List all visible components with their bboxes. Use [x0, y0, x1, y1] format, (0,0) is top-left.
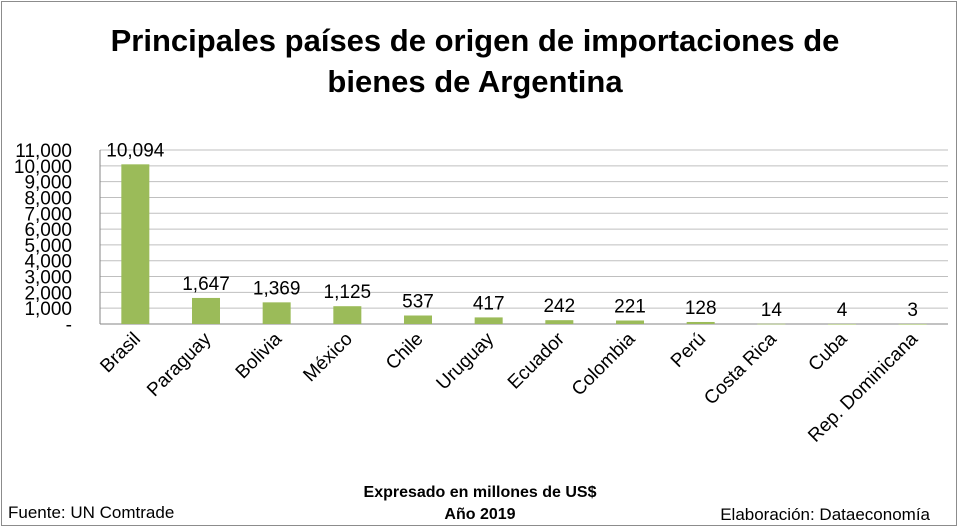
bar: [616, 320, 644, 324]
bar: [828, 323, 856, 325]
y-tick-label: -: [66, 315, 72, 336]
bar: [333, 306, 362, 324]
x-tick-label: Bolivia: [232, 328, 287, 383]
x-tick-label: Paraguay: [143, 328, 216, 401]
x-tick-label: Perú: [667, 329, 710, 372]
units-note-line: Expresado en millones de US$: [363, 484, 597, 501]
x-tick-label: Ecuador: [504, 328, 569, 393]
x-tick-label: Colombia: [568, 328, 640, 400]
year-note: Año 2019: [444, 506, 516, 523]
data-label: 417: [473, 293, 505, 314]
data-label: 1,647: [182, 274, 230, 295]
data-label: 1,125: [324, 282, 372, 303]
x-tick-label: Cuba: [805, 328, 852, 375]
y-tick-label: 7,000: [24, 204, 72, 225]
x-tick-label: Chile: [382, 329, 427, 374]
y-tick-label: 8,000: [24, 188, 72, 209]
bar: [121, 164, 150, 324]
data-label: 4: [837, 300, 848, 321]
data-label: 128: [685, 298, 717, 319]
data-label: 221: [614, 297, 646, 318]
bar-chart: -1,0002,0003,0004,0005,0006,0007,0008,00…: [14, 140, 948, 447]
bar: [192, 297, 220, 324]
bar: [686, 321, 715, 324]
x-tick-label: Costa Rica: [700, 328, 781, 409]
x-tick-label: Uruguay: [433, 328, 499, 394]
y-tick-label: 4,000: [24, 252, 72, 273]
data-label: 1,369: [253, 278, 301, 299]
bar: [474, 317, 503, 324]
bar: [757, 323, 786, 325]
chart-title: Principales países de origen de importac…: [110, 23, 840, 99]
y-tick-label: 3,000: [24, 268, 72, 289]
y-tick-label: 9,000: [24, 173, 72, 194]
y-tick-label: 6,000: [24, 220, 72, 241]
data-label: 3: [907, 300, 918, 321]
data-label: 537: [402, 292, 434, 313]
bar: [545, 320, 574, 324]
bar: [898, 323, 927, 325]
x-tick-label: México: [299, 329, 356, 386]
bar: [404, 315, 432, 324]
data-label: 242: [543, 296, 575, 317]
y-tick-label: 10,000: [14, 157, 72, 178]
units-note: Expresado en millones de US$ Año 2019: [280, 482, 680, 526]
source-note: Fuente: UN Comtrade: [8, 503, 175, 522]
bar: [262, 302, 291, 324]
x-tick-label: Brasil: [96, 329, 144, 377]
y-tick-label: 2,000: [24, 283, 72, 304]
y-tick-label: 1,000: [24, 299, 72, 320]
y-tick-label: 11,000: [15, 141, 72, 162]
y-tick-label: 5,000: [24, 236, 72, 257]
data-label: 10,094: [106, 140, 165, 161]
data-label: 14: [761, 300, 783, 321]
credit-note: Elaboración: Dataeconomía: [720, 505, 930, 524]
